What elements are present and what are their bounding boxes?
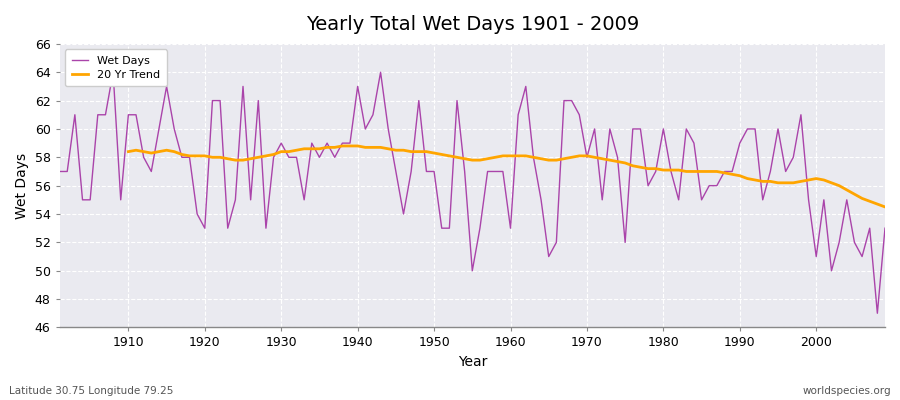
Wet Days — [337, 141, 347, 146]
Wet Days — [513, 112, 524, 117]
Wet Days — [505, 226, 516, 230]
Wet Days — [108, 70, 119, 75]
Wet Days — [291, 155, 302, 160]
Y-axis label: Wet Days: Wet Days — [15, 152, 29, 219]
Wet Days — [605, 126, 616, 131]
Text: Latitude 30.75 Longitude 79.25: Latitude 30.75 Longitude 79.25 — [9, 386, 174, 396]
Legend: Wet Days, 20 Yr Trend: Wet Days, 20 Yr Trend — [65, 50, 167, 86]
20 Yr Trend — [268, 152, 279, 157]
20 Yr Trend — [299, 146, 310, 151]
Title: Yearly Total Wet Days 1901 - 2009: Yearly Total Wet Days 1901 - 2009 — [306, 15, 639, 34]
Line: Wet Days: Wet Days — [59, 72, 885, 313]
20 Yr Trend — [337, 144, 347, 148]
Wet Days — [872, 311, 883, 316]
Wet Days — [123, 112, 134, 117]
20 Yr Trend — [879, 204, 890, 209]
20 Yr Trend — [123, 149, 134, 154]
Text: worldspecies.org: worldspecies.org — [803, 386, 891, 396]
Line: 20 Yr Trend: 20 Yr Trend — [129, 146, 885, 207]
20 Yr Trend — [826, 180, 837, 185]
20 Yr Trend — [849, 192, 859, 196]
Wet Days — [54, 169, 65, 174]
20 Yr Trend — [520, 154, 531, 158]
20 Yr Trend — [581, 154, 592, 158]
X-axis label: Year: Year — [457, 355, 487, 369]
Wet Days — [879, 226, 890, 230]
